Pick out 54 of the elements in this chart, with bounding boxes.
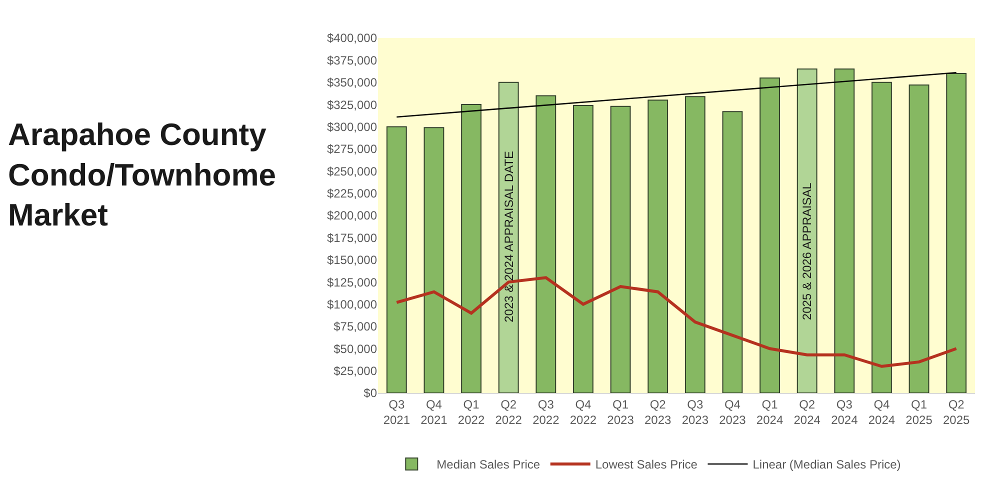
legend-label: Lowest Sales Price bbox=[595, 458, 698, 472]
x-tick-label: Q3 2024 bbox=[831, 397, 858, 427]
y-tick-label: $275,000 bbox=[326, 142, 378, 156]
y-tick-label: $50,000 bbox=[334, 342, 378, 356]
y-tick-label: $150,000 bbox=[326, 253, 378, 268]
y-tick-label: $175,000 bbox=[326, 230, 378, 245]
y-tick-label: $200,000 bbox=[326, 208, 378, 223]
y-tick-label: $125,000 bbox=[326, 275, 378, 290]
bar bbox=[946, 73, 967, 393]
x-tick-label: Q4 2021 bbox=[420, 397, 448, 427]
x-tick-label: Q4 2024 bbox=[868, 397, 896, 427]
y-tick-label: $250,000 bbox=[326, 164, 378, 178]
y-tick-label: $375,000 bbox=[326, 53, 378, 68]
x-tick-label: Q3 2023 bbox=[682, 397, 709, 427]
x-tick-label: Q2 2023 bbox=[644, 397, 672, 427]
x-tick-label: Q1 2025 bbox=[906, 397, 933, 427]
y-tick-label: $0 bbox=[364, 386, 378, 400]
text: Arapahoe County Condo/Townhome Market bbox=[8, 117, 276, 233]
legend-label: Median Sales Price bbox=[436, 458, 540, 472]
bar bbox=[796, 68, 818, 393]
y-tick-label: $225,000 bbox=[326, 186, 378, 201]
bar bbox=[424, 127, 444, 393]
bar bbox=[536, 95, 556, 393]
y-tick-label: $400,000 bbox=[326, 31, 378, 46]
bar bbox=[648, 100, 668, 393]
bar bbox=[908, 84, 930, 393]
y-tick-label: $25,000 bbox=[334, 364, 378, 378]
annotation: 2023 & 2024 APPRAISAL DATE bbox=[502, 150, 516, 322]
x-tick-label: Q2 2024 bbox=[794, 397, 821, 427]
legend-label: Linear (Median Sales Price) bbox=[752, 458, 901, 472]
bar bbox=[610, 106, 631, 393]
y-tick-label: $350,000 bbox=[326, 76, 378, 90]
x-tick-label: Q4 2023 bbox=[719, 397, 746, 427]
y-tick-label: $325,000 bbox=[326, 98, 378, 112]
bar bbox=[760, 77, 780, 393]
x-tick-label: Q2 2022 bbox=[495, 397, 522, 427]
x-tick-label: Q1 2024 bbox=[756, 397, 784, 427]
x-tick-label: Q4 2022 bbox=[570, 397, 597, 427]
x-tick-label: Q2 2025 bbox=[942, 397, 970, 427]
bar bbox=[872, 82, 892, 393]
bar bbox=[573, 104, 594, 393]
bar bbox=[386, 126, 407, 393]
bar bbox=[722, 111, 743, 393]
bar bbox=[684, 96, 706, 393]
y-tick-label: $100,000 bbox=[326, 297, 378, 312]
y-tick-label: $300,000 bbox=[326, 120, 378, 134]
x-tick-label: Q1 2023 bbox=[607, 397, 634, 427]
bar bbox=[461, 104, 482, 393]
y-tick-label: $75,000 bbox=[334, 320, 378, 334]
x-tick-label: Q3 2021 bbox=[383, 397, 410, 427]
x-tick-label: Q1 2022 bbox=[458, 397, 485, 427]
annotation: 2025 & 2026 APPRAISAL bbox=[800, 182, 814, 320]
bar bbox=[834, 68, 855, 393]
x-tick-label: Q3 2022 bbox=[532, 397, 560, 427]
